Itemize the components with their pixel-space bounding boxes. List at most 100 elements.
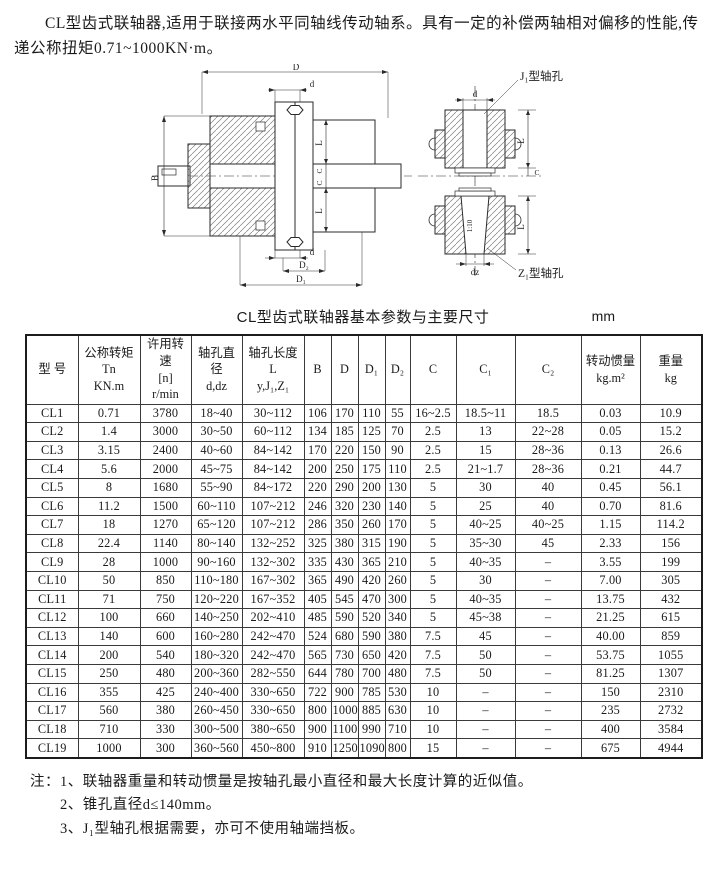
table-cell: CL4: [25, 459, 79, 479]
column-header-0: 型 号: [25, 334, 79, 405]
table-cell: 900: [330, 682, 359, 703]
table-cell: 246: [303, 496, 332, 517]
table-cell: 200: [357, 477, 386, 498]
table-cell: 1250: [330, 738, 359, 759]
table-cell: –: [455, 701, 516, 721]
coupling-drawing-svg: D d B L C C L d D₂ D₁ d L C L 1:10 dz J₁…: [150, 62, 564, 287]
table-cell: –: [514, 645, 582, 665]
table-cell: 360~560: [190, 738, 243, 759]
table-row: CL16 355 425 240~400 330~650 722 900 785 530 10– –…: [25, 682, 703, 703]
table-cell: 5: [409, 552, 457, 572]
table-cell: –: [514, 663, 582, 684]
table-cell: 110~180: [190, 570, 243, 591]
z1-ear-right: [504, 205, 516, 235]
table-cell: 10.9: [639, 403, 703, 424]
dim-label-d-bottom: d: [310, 247, 315, 257]
taper-label: 1:10: [466, 219, 474, 232]
table-row: CL2 1.4 3000 30~50 60~112 134 185 125 70 2.5 13 22~…: [25, 422, 703, 442]
table-cell: –: [514, 682, 582, 703]
table-cell: 26.6: [639, 440, 703, 461]
table-cell: 242~470: [241, 645, 305, 665]
table-cell: 300~500: [190, 719, 243, 740]
table-cell: 55: [384, 403, 411, 424]
table-cell: –: [514, 701, 582, 721]
table-cell: 644: [303, 663, 332, 684]
table-cell: 10: [409, 682, 457, 703]
table-cell: 0.03: [580, 403, 641, 424]
table-cell: 450~800: [241, 738, 305, 759]
table-cell: 380: [384, 626, 411, 647]
table-cell: 70: [384, 422, 411, 442]
table-cell: CL19: [25, 738, 79, 759]
dim-label-D2: D₂: [299, 260, 309, 270]
table-cell: 1270: [139, 515, 192, 535]
table-cell: 45: [455, 626, 516, 647]
table-cell: 680: [330, 626, 359, 647]
table-cell: 90: [384, 440, 411, 461]
table-cell: 13: [455, 422, 516, 442]
table-cell: 107~212: [241, 496, 305, 517]
table-cell: 420: [384, 645, 411, 665]
table-cell: 235: [580, 701, 641, 721]
note-line: 2、锥孔直径d≤140mm。: [60, 797, 221, 814]
column-header-7: D₁: [357, 334, 386, 405]
table-cell: 60~110: [190, 496, 243, 517]
table-cell: 260: [384, 570, 411, 591]
table-cell: 1140: [139, 533, 192, 554]
table-cell: 335: [303, 552, 332, 572]
table-cell: 4944: [639, 738, 703, 759]
table-cell: 380: [139, 701, 192, 721]
table-cell: –: [455, 738, 516, 759]
table-cell: 71: [77, 589, 141, 610]
table-cell: 106: [303, 403, 332, 424]
table-cell: 260~450: [190, 701, 243, 721]
table-cell: 40: [514, 477, 582, 498]
table-cell: 45~38: [455, 608, 516, 628]
j1-ear-right: [504, 129, 516, 159]
table-cell: 5: [409, 496, 457, 517]
housing-left-flange: [187, 143, 211, 209]
table-cell: 850: [139, 570, 192, 591]
table-cell: 56.1: [639, 477, 703, 498]
table-cell: 190: [384, 533, 411, 554]
column-header-9: C: [409, 334, 457, 405]
table-cell: 900: [303, 719, 332, 740]
table-cell: 11.2: [77, 496, 141, 517]
table-cell: 470: [357, 589, 386, 610]
z1-endplate-2: [458, 187, 492, 191]
table-cell: 40: [514, 496, 582, 517]
notes-list: 注：1、联轴器重量和转动惯量是按轴孔最小直径和最大长度计算的近似值。 2、锥孔直径…: [30, 771, 725, 841]
table-cell: 175: [357, 459, 386, 479]
table-cell: 90~160: [190, 552, 243, 572]
table-cell: 7.5: [409, 663, 457, 684]
table-cell: 28~36: [514, 459, 582, 479]
table-cell: 0.21: [580, 459, 641, 479]
table-cell: 140~250: [190, 608, 243, 628]
table-cell: 260: [357, 515, 386, 535]
table-cell: 250: [77, 663, 141, 684]
table-row: CL17 560 380 260~450 330~650 800 1000 885 630 10–…: [25, 701, 703, 721]
table-cell: 25: [455, 496, 516, 517]
table-cell: 600: [139, 626, 192, 647]
table-row: CL3 3.15 2400 40~60 84~142 170 220 150 90 2.5 15 28…: [25, 440, 703, 461]
table-cell: 710: [77, 719, 141, 740]
table-cell: 1000: [330, 701, 359, 721]
table-cell: CL7: [25, 515, 79, 535]
dim-label-C-right: C: [534, 168, 539, 177]
table-cell: 202~410: [241, 608, 305, 628]
table-cell: 242~470: [241, 626, 305, 647]
table-cell: 990: [357, 719, 386, 740]
z1-endplate-1: [454, 190, 496, 196]
table-cell: 305: [639, 570, 703, 591]
table-cell: 180~320: [190, 645, 243, 665]
column-header-3: 轴孔直径 d,dz: [190, 334, 243, 405]
table-row: CL4 5.6 2000 45~75 84~142 200 250 175 110 2.5 21~1…: [25, 459, 703, 479]
j1-leader-line: [483, 79, 519, 114]
table-cell: 350: [330, 515, 359, 535]
table-cell: –: [514, 626, 582, 647]
column-header-8: D₂: [384, 334, 411, 405]
right-shaft: [312, 163, 402, 189]
table-cell: 480: [384, 663, 411, 684]
column-header-5: B: [303, 334, 332, 405]
table-row: CL6 11.2 1500 60~110 107~212 246 320 230 140 5 25 4…: [25, 496, 703, 517]
